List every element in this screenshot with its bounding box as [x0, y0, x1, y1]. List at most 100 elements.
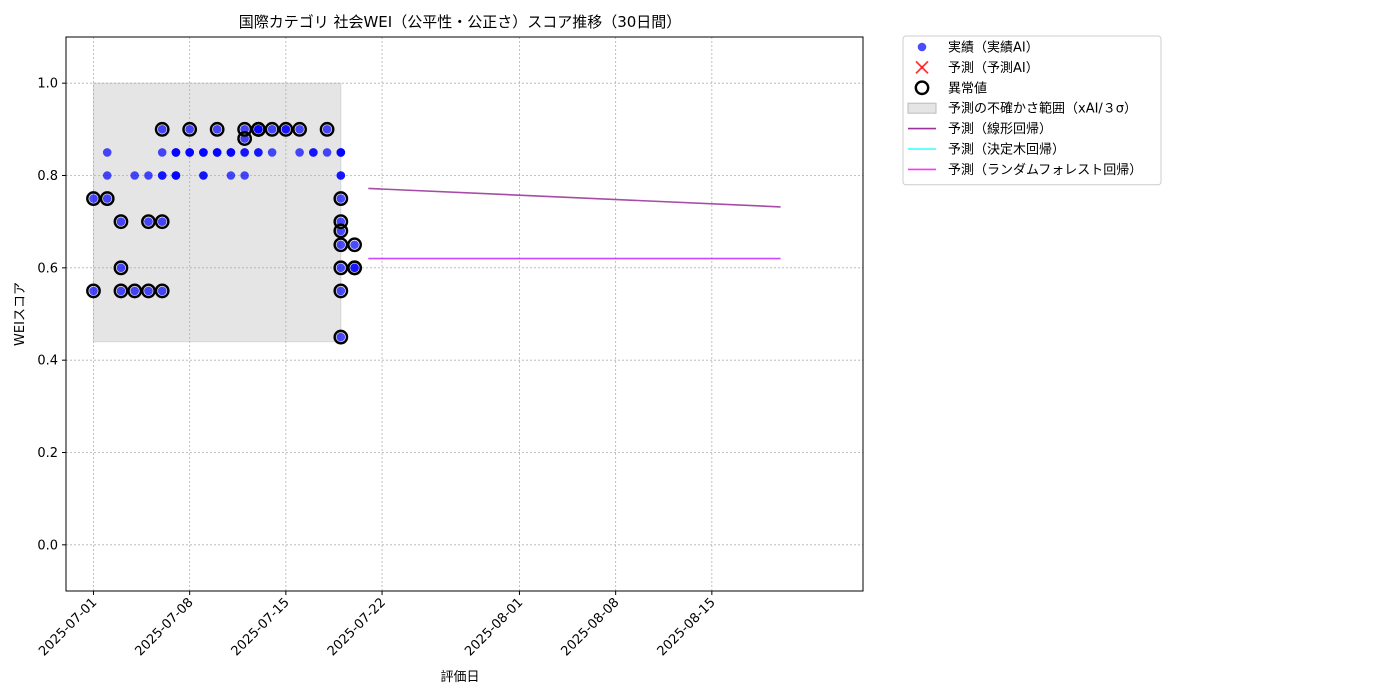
anomaly-marker: [333, 283, 349, 299]
anomaly-marker: [141, 214, 156, 230]
actual-point: [336, 194, 346, 203]
x-tick-label: 2025-07-15: [229, 595, 293, 659]
actual-point: [185, 125, 194, 134]
anomaly-marker: [141, 283, 156, 299]
actual-point: [89, 194, 98, 203]
anomaly-marker: [333, 329, 349, 345]
anomaly-marker: [154, 121, 170, 137]
actual-point: [336, 171, 346, 180]
actual-point: [116, 217, 126, 226]
actual-point: [144, 286, 153, 296]
actual-point: [295, 125, 304, 134]
actual-point: [157, 125, 167, 134]
actual-point: [130, 171, 140, 180]
anomaly-marker: [182, 121, 198, 137]
legend-label: 予測（線形回帰）: [948, 121, 1052, 137]
actual-point: [157, 148, 167, 157]
chart-title: 国際カテゴリ 社会WEI（公平性・公正さ）スコア推移（30日間）: [239, 13, 682, 31]
actual-point: [130, 286, 140, 296]
axes-frame: [65, 36, 864, 592]
anomaly-marker: [209, 121, 225, 137]
legend-marker: [907, 102, 937, 114]
actual-point: [199, 171, 208, 180]
legend-box: [902, 35, 1162, 186]
anomaly-marker: [278, 121, 294, 137]
legend-label: 予測（決定木回帰）: [948, 142, 1065, 158]
actual-point: [267, 125, 277, 134]
actual-point: [199, 148, 208, 157]
anomaly-marker: [333, 260, 349, 276]
actual-point: [322, 148, 332, 157]
actual-point: [89, 286, 98, 296]
actual-point: [157, 286, 167, 296]
legend-label: 予測（予測AI）: [948, 61, 1039, 76]
anomaly-marker: [113, 283, 129, 299]
actual-point: [309, 148, 318, 157]
actual-point: [267, 148, 277, 157]
anomaly-marker: [86, 283, 101, 299]
anomaly-marker: [333, 237, 349, 253]
x-axis-label: 評価日: [440, 670, 479, 685]
anomaly-marker: [319, 121, 335, 137]
y-tick-label: 0.6: [37, 261, 58, 276]
actual-point: [336, 332, 346, 342]
actual-point: [102, 194, 112, 203]
actual-point: [254, 125, 263, 134]
anomaly-marker: [237, 121, 253, 137]
x-tick-label: 2025-07-08: [132, 595, 196, 659]
anomaly-marker: [113, 260, 129, 276]
actual-point: [350, 240, 359, 250]
actual-point: [212, 125, 222, 134]
actual-point: [102, 148, 112, 157]
legend-marker: [917, 42, 927, 52]
actual-point: [185, 148, 194, 157]
actual-point: [336, 286, 346, 296]
legend-label: 予測（ランダムフォレスト回帰）: [948, 162, 1142, 178]
anomaly-marker: [292, 121, 308, 137]
anomaly-marker: [333, 191, 349, 206]
anomaly-marker: [333, 214, 349, 230]
anomaly-marker: [347, 237, 362, 253]
y-tick-label: 0.4: [37, 354, 58, 369]
legend-marker: [914, 80, 930, 96]
actual-point: [295, 148, 304, 157]
anomaly-marker: [127, 283, 143, 299]
actual-point: [336, 217, 346, 226]
actual-point: [144, 217, 153, 226]
y-axis-label: WEIスコア: [13, 282, 28, 346]
actual-point: [212, 148, 222, 157]
actual-point: [240, 148, 249, 157]
legend-label: 実績（実績AI）: [948, 40, 1039, 56]
forecast-line: [368, 187, 781, 208]
actual-point: [240, 125, 249, 134]
y-tick-label: 1.0: [37, 77, 58, 92]
x-tick-label: 2025-08-01: [462, 595, 526, 659]
x-tick-label: 2025-08-08: [558, 595, 622, 659]
actual-point: [116, 286, 126, 296]
actual-point: [281, 125, 291, 134]
actual-point: [171, 171, 181, 180]
anomaly-marker: [237, 131, 253, 146]
anomaly-marker: [250, 121, 266, 137]
actual-point: [157, 171, 167, 180]
anomaly-marker: [113, 214, 129, 230]
actual-point: [102, 171, 112, 180]
actual-point: [336, 226, 346, 236]
actual-point: [226, 171, 236, 180]
actual-point: [116, 263, 126, 273]
anomaly-marker: [333, 223, 349, 239]
actual-point: [240, 134, 249, 143]
anomaly-marker: [86, 191, 101, 206]
actual-point: [350, 263, 359, 273]
actual-point: [336, 148, 346, 157]
anomaly-marker: [99, 191, 115, 206]
y-tick-label: 0.8: [37, 169, 58, 184]
legend-label: 異常値: [948, 80, 987, 96]
actual-point: [144, 171, 153, 180]
actual-point: [336, 240, 346, 250]
x-tick-label: 2025-08-15: [655, 595, 719, 659]
legend-label: 予測の不確かさ範囲（xAI/３σ）: [948, 101, 1137, 117]
anomaly-marker: [347, 260, 362, 276]
